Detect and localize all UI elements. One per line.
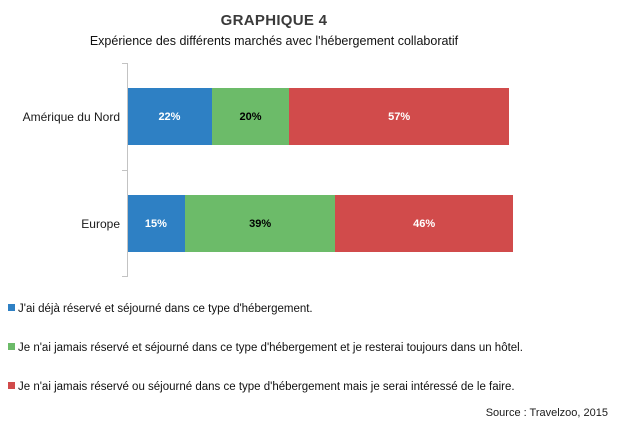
axis-tick <box>122 276 128 277</box>
bar-segment: 20% <box>211 88 290 145</box>
legend-swatch <box>8 343 15 350</box>
bar-segment: 39% <box>184 195 336 252</box>
legend-swatch <box>8 382 15 389</box>
axis-tick <box>122 63 128 64</box>
bar-track: 15% 39% 46% <box>127 195 513 252</box>
chart-title: GRAPHIQUE 4 <box>220 12 328 29</box>
axis-tick <box>122 170 128 171</box>
bar-segment: 15% <box>127 195 185 252</box>
bar-segment: 57% <box>289 88 510 145</box>
segment-value-label: 20% <box>239 110 262 123</box>
legend-item: J'ai déjà réservé et séjourné dans ce ty… <box>8 302 618 316</box>
segment-value-label: 15% <box>144 217 167 230</box>
category-row: Amérique du Nord 22% 20% 57% <box>0 63 618 170</box>
bar-rows: Amérique du Nord 22% 20% 57% Europe 15% 39% 46% <box>0 63 618 277</box>
segment-value-label: 46% <box>413 217 436 230</box>
category-row: Europe 15% 39% 46% <box>0 170 618 277</box>
legend-item: Je n'ai jamais réservé ou séjourné dans … <box>8 380 618 394</box>
chart-subtitle: Expérience des différents marchés avec l… <box>89 34 459 48</box>
legend: J'ai déjà réservé et séjourné dans ce ty… <box>0 302 618 394</box>
bar-segment: 46% <box>335 195 513 252</box>
category-label: Europe <box>81 216 120 231</box>
legend-label: Je n'ai jamais réservé ou séjourné dans … <box>18 381 515 393</box>
segment-value-label: 57% <box>388 110 411 123</box>
legend-swatch <box>8 304 15 311</box>
bar-segment: 22% <box>127 88 212 145</box>
category-label: Amérique du Nord <box>22 109 120 124</box>
legend-item: Je n'ai jamais réservé et séjourné dans … <box>8 341 618 355</box>
legend-label: Je n'ai jamais réservé et séjourné dans … <box>18 342 523 354</box>
y-axis-line <box>122 63 128 277</box>
segment-value-label: 22% <box>158 110 181 123</box>
bar-track: 22% 20% 57% <box>127 88 513 145</box>
chart-header: GRAPHIQUE 4 Expérience des différents ma… <box>0 0 548 50</box>
segment-value-label: 39% <box>249 217 272 230</box>
source-note: Source : Travelzoo, 2015 <box>485 407 608 419</box>
plot-area: Amérique du Nord 22% 20% 57% Europe 15% 39% 46% <box>0 63 618 277</box>
legend-label: J'ai déjà réservé et séjourné dans ce ty… <box>18 303 313 315</box>
